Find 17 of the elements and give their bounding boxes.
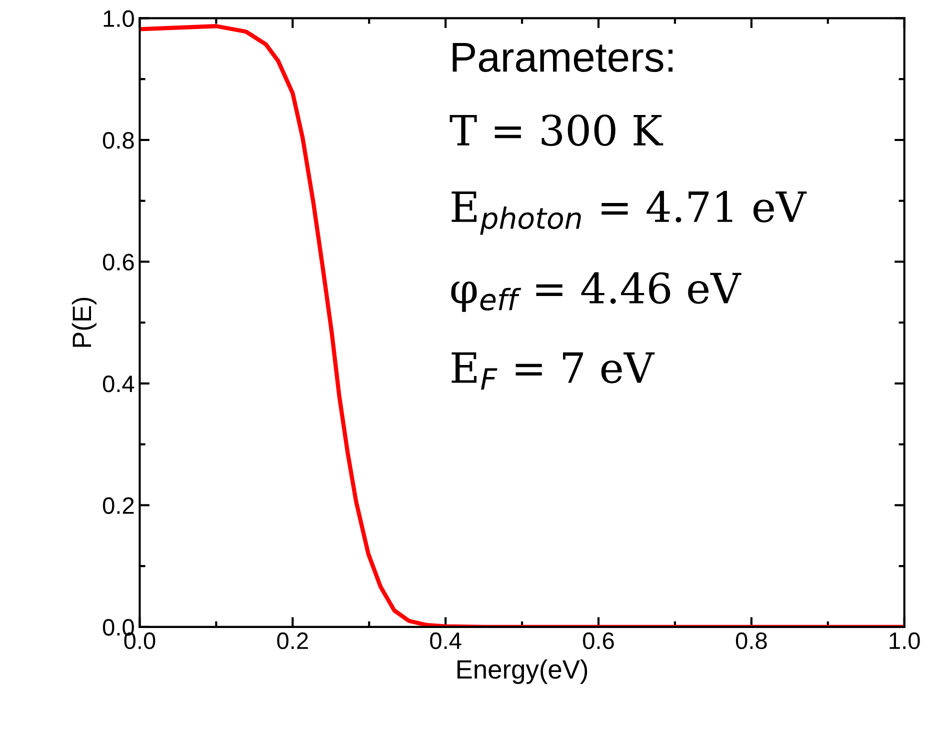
y-tick-label: 0.6 — [102, 254, 134, 270]
annotation: φ$_{eff}$ = 4.46 eV — [451, 272, 742, 312]
x-tick-label: 0.8 — [736, 632, 767, 650]
x-axis-title: Energy(eV) — [457, 659, 588, 684]
y-axis-title: P(E) — [72, 298, 96, 347]
x-tick-label: 1.0 — [890, 632, 920, 650]
annotation: T = 300 K — [450, 114, 664, 146]
y-tick-label: 0.2 — [102, 497, 134, 514]
x-tick-label: 0.4 — [430, 632, 462, 650]
y-tick-label: 0.8 — [102, 132, 134, 149]
x-tick-label: 0.6 — [583, 632, 614, 650]
y-tick-label: 0.4 — [102, 376, 134, 392]
annotation: Parameters: — [452, 42, 673, 72]
annotation: E$_{F}$ = 7 eV — [452, 352, 655, 390]
y-tick-label: 1.0 — [104, 10, 134, 28]
annotation: E$_{photon}$ = 4.71 eV — [452, 190, 807, 235]
x-tick-label: 0.2 — [277, 632, 308, 650]
